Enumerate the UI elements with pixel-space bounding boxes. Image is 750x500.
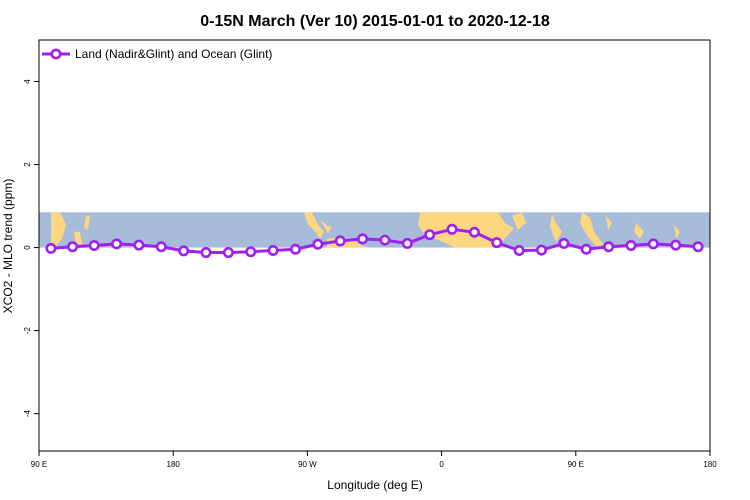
x-tick-label: 0 <box>439 460 444 469</box>
data-point <box>222 247 234 259</box>
x-tick-label: 90 E <box>31 460 47 469</box>
data-point <box>245 246 257 258</box>
data-point <box>155 241 167 253</box>
data-point <box>692 241 704 253</box>
data-point <box>178 245 190 257</box>
x-tick-label: 90 E <box>568 460 584 469</box>
data-point <box>45 242 57 254</box>
x-tick-label: 180 <box>703 460 717 469</box>
legend-label: Land (Nadir&Glint) and Ocean (Glint) <box>75 47 272 61</box>
y-tick-label: -2 <box>23 327 32 335</box>
data-point <box>603 241 615 253</box>
data-point <box>133 239 145 251</box>
data-point <box>67 241 79 253</box>
data-point <box>670 239 682 251</box>
data-point <box>357 233 369 245</box>
data-point <box>424 229 436 241</box>
land-patch <box>550 214 562 243</box>
data-point <box>200 247 212 259</box>
data-point <box>312 238 324 250</box>
y-tick-label: -4 <box>23 410 32 418</box>
land-patch <box>580 212 603 248</box>
land-patch <box>320 219 332 234</box>
data-point <box>88 240 100 252</box>
y-tick-label: 4 <box>23 79 32 84</box>
legend: Land (Nadir&Glint) and Ocean (Glint) <box>42 47 272 61</box>
data-point <box>111 238 123 250</box>
data-point <box>289 243 301 255</box>
data-point <box>379 234 391 246</box>
data-point <box>334 235 346 247</box>
axes: 90 E 180 90 W 0 90 E 180 -4 -2 0 2 4 <box>23 79 717 469</box>
data-point <box>536 244 548 256</box>
land-patch <box>84 215 90 230</box>
data-point <box>625 240 637 252</box>
land-patch <box>51 212 66 248</box>
x-axis-label: Longitude (deg E) <box>327 478 422 492</box>
plot-frame <box>38 39 711 452</box>
x-tick-label: 90 W <box>298 460 317 469</box>
land-patch <box>674 224 680 239</box>
chart-title: 0-15N March (Ver 10) 2015-01-01 to 2020-… <box>200 13 550 30</box>
map-background <box>39 212 710 248</box>
y-axis-label: XCO2 - MLO trend (ppm) <box>1 179 15 314</box>
land-patch <box>634 222 644 239</box>
y-tick-label: 0 <box>23 245 32 250</box>
data-point <box>580 243 592 255</box>
data-point <box>647 238 659 250</box>
x-tick-label: 180 <box>167 460 181 469</box>
land-patch <box>606 215 612 230</box>
data-point <box>267 244 279 256</box>
data-point <box>446 223 458 235</box>
legend-marker <box>50 48 62 60</box>
data-point <box>401 237 413 249</box>
land-patch <box>304 212 324 239</box>
data-point <box>513 244 525 256</box>
data-point <box>468 226 480 238</box>
y-tick-label: 2 <box>23 162 32 167</box>
data-point <box>491 237 503 249</box>
data-point <box>558 237 570 249</box>
series-layer <box>45 223 704 259</box>
land-patch <box>512 212 526 230</box>
